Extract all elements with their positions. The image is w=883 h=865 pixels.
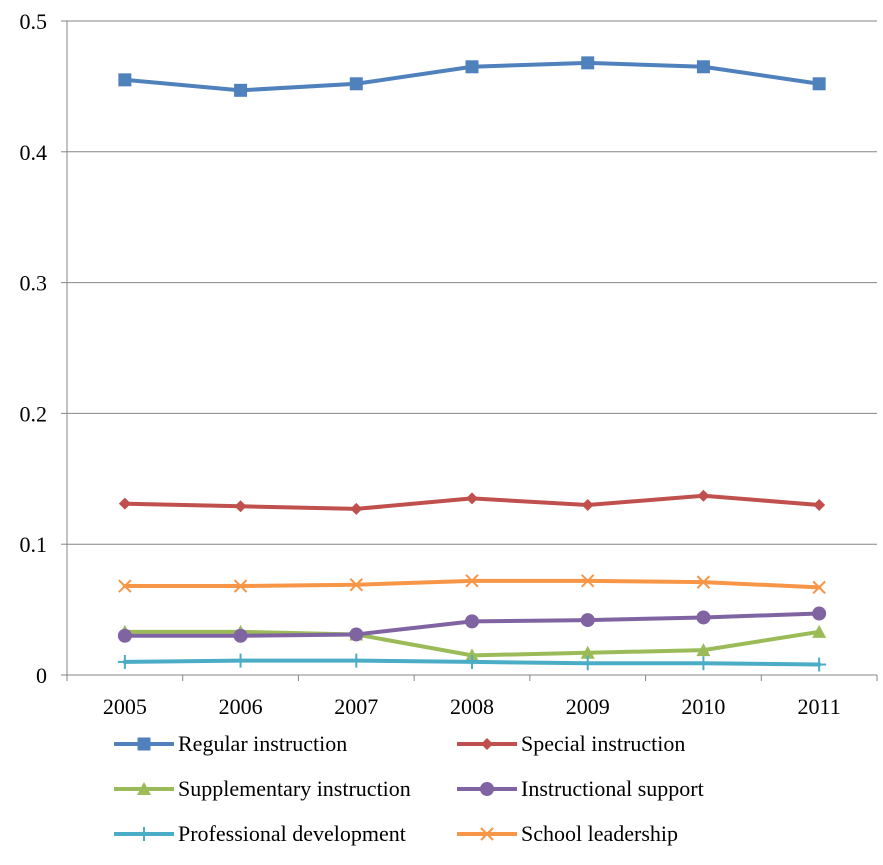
axes <box>66 21 877 676</box>
y-tick-label: 0.4 <box>20 140 48 165</box>
data-point-x <box>696 575 711 589</box>
legend-item: Supplementary instruction <box>112 774 411 804</box>
data-point-x <box>581 574 595 588</box>
data-point-square <box>118 73 132 87</box>
data-point-circle <box>812 606 827 621</box>
data-point-x <box>480 827 494 841</box>
data-point-plus <box>349 653 364 668</box>
y-tick-label: 0.1 <box>20 532 48 557</box>
data-point-circle <box>696 610 711 625</box>
series-school-leadership <box>118 574 826 595</box>
data-point-plus <box>137 827 151 841</box>
legend-item: School leadership <box>455 819 678 849</box>
y-tick-label: 0 <box>36 663 47 688</box>
data-point-plus <box>812 657 827 672</box>
x-tick-label: 2010 <box>681 694 725 719</box>
data-point-plus <box>233 653 248 668</box>
data-point-square <box>137 737 151 751</box>
legend-label: School leadership <box>521 821 679 846</box>
x-tick-label: 2005 <box>103 694 147 719</box>
data-point-triangle <box>696 643 711 657</box>
data-point-square <box>349 77 363 91</box>
data-point-circle <box>480 782 494 796</box>
data-point-diamond <box>581 498 594 511</box>
series-regular-instruction <box>118 56 826 97</box>
legend-key-plus-icon <box>114 827 174 841</box>
data-point-x <box>118 579 132 593</box>
data-point-square <box>465 60 479 74</box>
data-point-diamond <box>466 492 478 505</box>
series-professional-development <box>117 653 827 672</box>
data-point-square <box>581 56 595 70</box>
data-point-plus <box>465 654 479 669</box>
data-point-triangle <box>465 648 479 662</box>
legend-label: Professional development <box>178 821 406 846</box>
data-point-circle <box>580 613 595 628</box>
data-point-diamond <box>350 502 363 515</box>
x-tick-label: 2007 <box>334 694 378 719</box>
legend-item: Instructional support <box>455 774 704 804</box>
data-point-circle <box>233 628 248 643</box>
data-point-plus <box>696 656 711 671</box>
y-tick-label: 0.2 <box>20 401 48 426</box>
x-axis-ticks: 2005 2006 2007 2008 2009 2010 2011 <box>66 675 878 719</box>
data-point-diamond <box>234 500 247 513</box>
data-point-square <box>234 83 248 97</box>
legend-label: Regular instruction <box>178 731 348 756</box>
data-point-square <box>812 77 826 91</box>
data-point-triangle <box>580 645 595 659</box>
gridlines <box>67 20 877 545</box>
legend-key-square-icon <box>114 737 174 751</box>
data-point-plus <box>117 654 132 669</box>
data-point-x <box>233 579 248 593</box>
x-tick-label: 2008 <box>450 694 494 719</box>
y-tick-label: 0.5 <box>20 9 48 34</box>
legend-item: Regular instruction <box>112 729 347 759</box>
data-point-diamond <box>118 497 131 510</box>
data-point-triangle <box>137 782 151 795</box>
legend-key-circle-icon <box>457 782 517 796</box>
data-point-plus <box>580 656 595 671</box>
legend-item: Professional development <box>112 819 406 849</box>
legend-key-x-icon <box>457 827 517 841</box>
data-point-circle <box>117 628 132 643</box>
legend-item: Special instruction <box>455 729 685 759</box>
y-tick-label: 0.3 <box>20 271 48 296</box>
data-point-diamond <box>813 498 826 511</box>
legend-label: Special instruction <box>521 731 686 756</box>
data-point-circle <box>349 627 364 642</box>
data-point-circle <box>465 614 479 629</box>
legend-label: Instructional support <box>521 776 704 801</box>
data-point-x <box>465 574 479 588</box>
data-point-diamond <box>697 489 710 502</box>
legend-key-triangle-icon <box>114 782 174 795</box>
legend-key-diamond-icon <box>457 738 517 750</box>
series-special-instruction <box>118 489 826 515</box>
data-point-x <box>812 580 826 595</box>
x-tick-label: 2009 <box>566 694 610 719</box>
series-group <box>117 56 827 672</box>
x-tick-label: 2011 <box>798 694 841 719</box>
data-point-x <box>349 578 363 592</box>
data-point-square <box>696 60 710 74</box>
data-point-diamond <box>481 738 493 750</box>
series-instructional-support <box>117 606 827 643</box>
y-axis-ticks: 0 0.1 0.2 0.3 0.4 0.5 <box>20 9 67 688</box>
x-tick-label: 2006 <box>219 694 263 719</box>
data-point-triangle <box>812 624 827 638</box>
legend-label: Supplementary instruction <box>178 776 411 801</box>
